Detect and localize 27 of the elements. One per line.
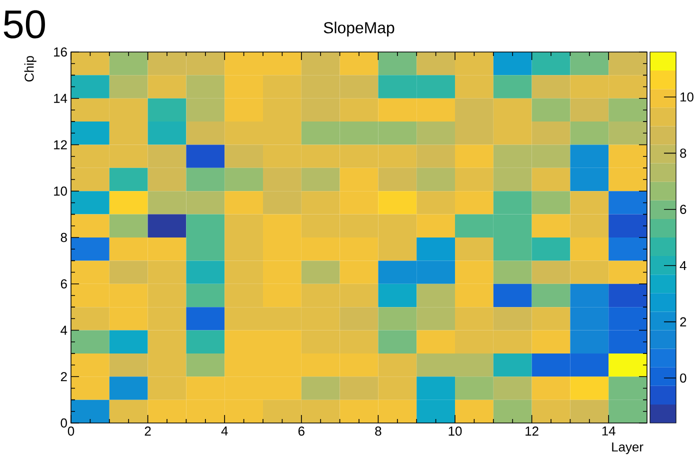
x-tick-label: 2 [144,426,151,436]
y-tick-label: 10 [54,186,67,196]
y-tick-label: 8 [60,232,67,242]
y-tick-label: 12 [54,140,67,150]
color-bar-label: 8 [680,148,686,158]
x-tick-label: 12 [526,426,538,436]
color-bar-label: 0 [680,373,686,383]
y-tick-label: 16 [54,47,67,57]
y-tick-label: 2 [60,372,67,382]
x-tick-label: 0 [68,426,74,436]
color-bar-label: 4 [680,261,686,270]
x-tick-label: 14 [602,426,616,436]
x-tick-label: 4 [221,426,228,436]
color-bar-label: 10 [680,92,694,102]
y-tick-label: 0 [60,418,67,428]
x-tick-label: 10 [448,426,462,436]
chart-title: SlopeMap [324,22,394,37]
color-bar-label: 2 [680,317,686,326]
y-tick-label: 14 [54,94,68,103]
y-tick-label: 4 [60,326,68,335]
color-bar-label: 6 [680,204,686,214]
y-axis-title: Chip [24,56,36,82]
x-tick-label: 6 [298,426,304,436]
x-tick-label: 8 [375,426,382,436]
text: 50 [4,10,45,38]
y-tick-label: 6 [60,279,67,288]
x-axis-title: Layer [612,442,644,454]
